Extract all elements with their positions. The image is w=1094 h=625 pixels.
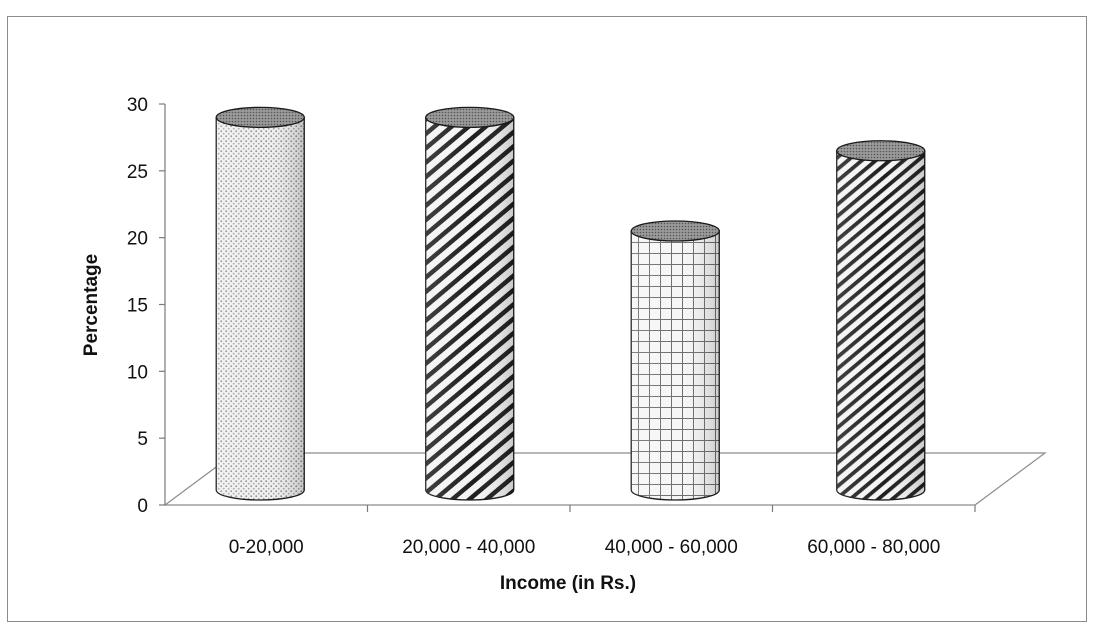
bar-top [836, 140, 926, 162]
x-ticks [366, 505, 976, 512]
bar-top [630, 220, 720, 242]
x-tick-label: 60,000 - 80,000 [807, 537, 940, 558]
bars [215, 106, 926, 501]
floor-plane [163, 452, 1047, 506]
y-axis-title: Percentage [81, 254, 102, 356]
y-tick-label: 30 [127, 95, 148, 116]
y-tick-label: 20 [127, 229, 148, 250]
bar-top [215, 106, 305, 129]
bar-shading [631, 230, 720, 500]
y-tick-label: 15 [127, 296, 148, 317]
x-tick-label: 0-20,000 [229, 537, 304, 558]
x-axis-title: Income (in Rs.) [500, 573, 636, 594]
bar-shading [216, 117, 305, 500]
bar-4 [836, 140, 926, 501]
bar-3 [630, 220, 720, 501]
bar-shading [425, 117, 514, 500]
bar-shading [836, 150, 925, 501]
x-tick-label: 20,000 - 40,000 [402, 537, 535, 558]
category-labels: 0-20,000 20,000 - 40,000 40,000 - 60,000 60… [229, 537, 941, 558]
y-tick-label: 5 [137, 429, 148, 450]
y-tick-label: 10 [127, 362, 148, 383]
bar-1 [215, 106, 305, 501]
bar-top [425, 106, 515, 129]
y-ticks: 0 5 10 15 20 25 30 [127, 95, 165, 517]
y-tick-label: 0 [137, 496, 148, 517]
y-tick-label: 25 [127, 162, 148, 183]
x-tick-label: 40,000 - 60,000 [605, 537, 738, 558]
bar-2 [425, 106, 515, 501]
